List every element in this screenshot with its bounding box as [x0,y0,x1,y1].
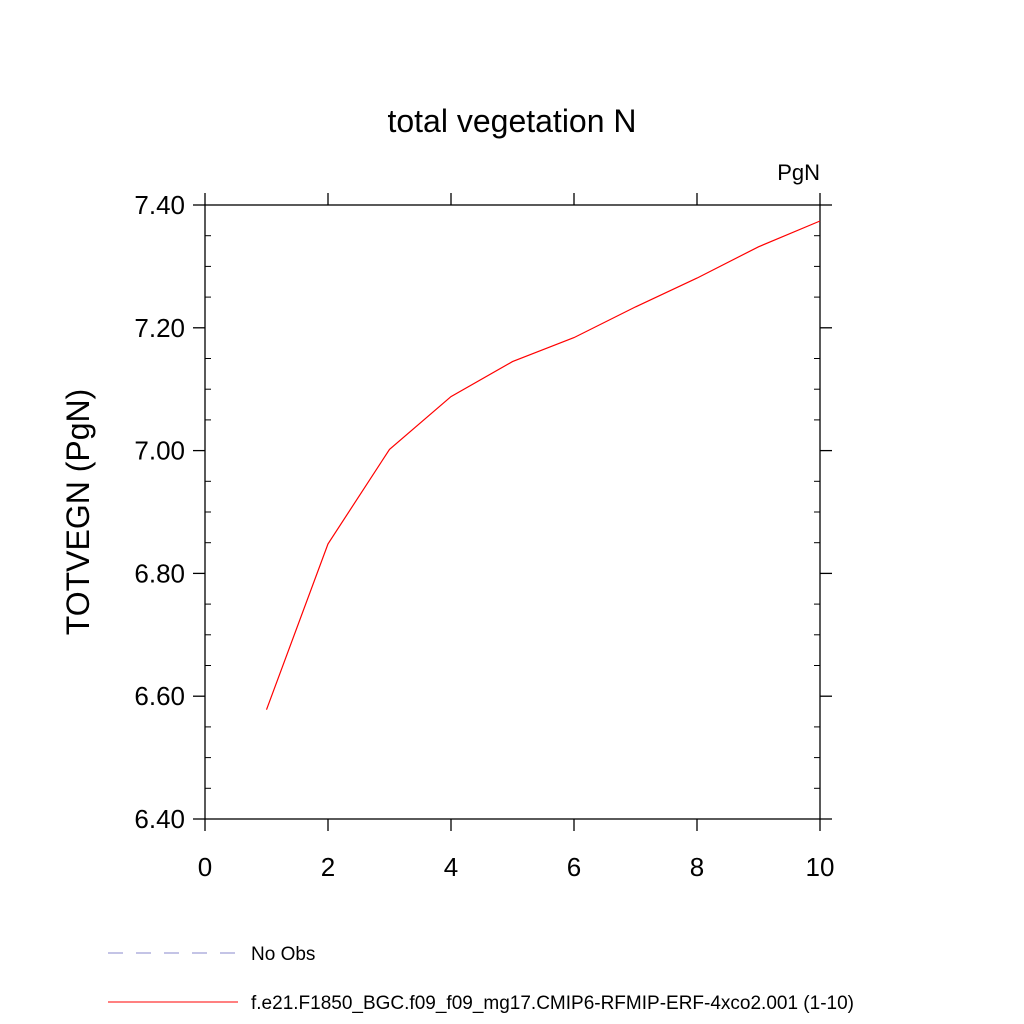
x-tick-label: 6 [567,852,581,882]
x-tick-label: 10 [806,852,835,882]
legend: No Obs f.e21.F1850_BGC.f09_f09_mg17.CMIP6… [108,944,854,1014]
x-tick-label: 4 [444,852,458,882]
y-tick-label: 7.40 [134,190,185,220]
legend-label: f.e21.F1850_BGC.f09_f09_mg17.CMIP6-RFMIP… [251,993,854,1014]
legend-label: No Obs [251,944,315,965]
y-tick-label: 6.80 [134,558,185,588]
series-layer [265,220,821,710]
y-tick-label: 6.40 [134,804,185,834]
series-line [265,220,821,710]
plot-frame [204,204,821,820]
x-tick-label: 0 [198,852,212,882]
x-tick-label: 8 [690,852,704,882]
axis-tick-labels: 0 2 4 6 8 10 6.40 6.60 6.80 7.00 7.20 7.40 [134,190,834,882]
y-tick-label: 7.00 [134,436,185,466]
unit-label: PgN [777,160,820,185]
x-tick-label: 2 [321,852,335,882]
y-tick-label: 6.60 [134,681,185,711]
axis-ticks [193,193,832,831]
y-tick-label: 7.20 [134,313,185,343]
chart-title: total vegetation N [387,103,636,139]
y-axis-label: TOTVEGN (PgN) [60,389,96,636]
